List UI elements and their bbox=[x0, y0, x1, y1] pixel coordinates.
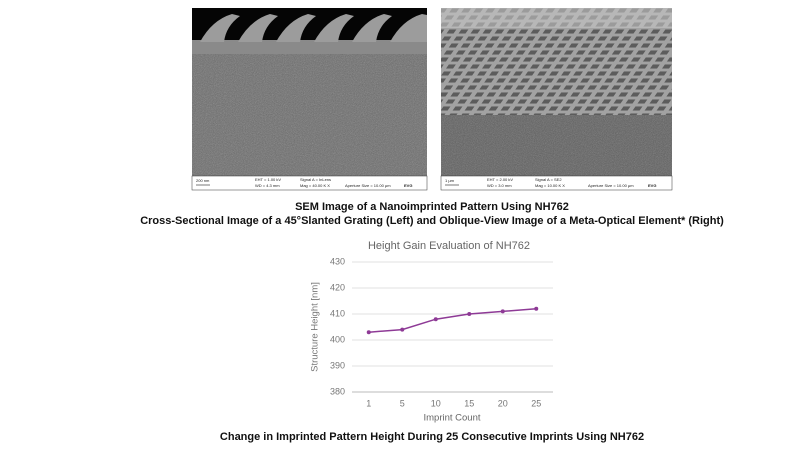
aperture: Aperture Size = 10.00 µm bbox=[345, 183, 391, 188]
wd: WD = 4.3 mm bbox=[255, 183, 280, 188]
x-tick-label: 1 bbox=[366, 398, 371, 408]
chart-title: Height Gain Evaluation of NH762 bbox=[368, 240, 530, 252]
x-tick-label: 20 bbox=[498, 398, 508, 408]
signal: Signal A = SE2 bbox=[535, 177, 562, 182]
scale-label: 200 nm bbox=[196, 178, 210, 183]
x-tick-label: 10 bbox=[431, 398, 441, 408]
y-tick-label: 410 bbox=[330, 308, 345, 318]
data-line bbox=[368, 308, 537, 333]
scale-label: 1 µm bbox=[445, 178, 455, 183]
y-tick-label: 430 bbox=[330, 256, 345, 266]
wd: WD = 3.0 mm bbox=[487, 183, 512, 188]
y-tick-label: 390 bbox=[330, 360, 345, 370]
mag: Mag = 40.00 K X bbox=[300, 183, 330, 188]
y-tick-label: 420 bbox=[330, 282, 345, 292]
sem-image-left: 200 nm EHT = 1.00 kV WD = 4.3 mm Signal … bbox=[191, 8, 428, 191]
data-point bbox=[467, 312, 472, 316]
data-point bbox=[433, 317, 438, 322]
chart: Height Gain Evaluation of NH762 Imprint … bbox=[310, 240, 553, 424]
x-tick-label: 5 bbox=[400, 398, 405, 408]
y-tick-label: 380 bbox=[330, 386, 345, 396]
x-tick-label: 15 bbox=[464, 398, 474, 408]
y-axis-label: Structure Height [nm] bbox=[310, 282, 321, 372]
aperture: Aperture Size = 10.00 µm bbox=[588, 183, 634, 188]
logo: EVG bbox=[648, 183, 656, 188]
data-point bbox=[400, 327, 405, 332]
caption-title: SEM Image of a Nanoimprinted Pattern Usi… bbox=[295, 201, 569, 213]
caption-subtitle: Cross-Sectional Image of a 45°Slanted Gr… bbox=[140, 215, 724, 227]
logo: EVG bbox=[404, 183, 412, 188]
data-point bbox=[534, 306, 539, 311]
x-tick-label: 25 bbox=[531, 398, 541, 408]
mag: Mag = 10.00 K X bbox=[535, 183, 565, 188]
eht: EHT = 1.00 kV bbox=[255, 177, 281, 182]
data-point bbox=[366, 330, 371, 335]
chart-caption: Change in Imprinted Pattern Height Durin… bbox=[220, 431, 644, 443]
sem-image-right: 1 µm EHT = 2.00 kV WD = 3.0 mm Signal A … bbox=[440, 8, 673, 191]
x-axis-label: Imprint Count bbox=[423, 413, 480, 424]
signal: Signal A = InLens bbox=[300, 177, 331, 182]
data-point bbox=[500, 309, 505, 314]
y-tick-label: 400 bbox=[330, 334, 345, 344]
eht: EHT = 2.00 kV bbox=[487, 177, 513, 182]
